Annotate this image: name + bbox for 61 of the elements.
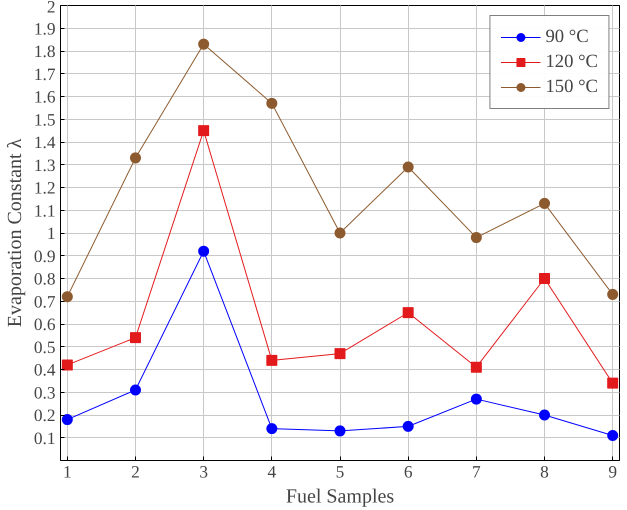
- point: [198, 125, 210, 136]
- point: [402, 307, 414, 318]
- point: [539, 410, 550, 420]
- y-tick-label: 1.9: [34, 19, 56, 38]
- y-tick-label: 0.6: [34, 315, 56, 334]
- y-axis-title: Evaporation Constant λ: [4, 138, 26, 328]
- y-tick-label: 0.7: [34, 292, 56, 312]
- x-tick-label: 3: [199, 462, 208, 482]
- point: [62, 291, 73, 302]
- y-tick-label: 2: [46, 0, 56, 16]
- legend-label: 150 °C: [545, 76, 598, 98]
- point: [334, 425, 346, 436]
- y-tick-label: 1.1: [34, 201, 56, 220]
- y-tick-label: 0.3: [34, 383, 56, 402]
- point: [334, 348, 346, 360]
- y-tick-label: 1.6: [34, 88, 56, 106]
- point: [539, 273, 550, 284]
- x-tick-label: 4: [267, 462, 276, 482]
- point: [198, 38, 210, 50]
- legend-label: 90 °C: [545, 26, 589, 48]
- y-tick-label: 1.4: [34, 133, 56, 152]
- x-tick-label: 8: [540, 462, 549, 482]
- x-tick-label: 5: [336, 462, 344, 482]
- y-tick-label: 1.3: [34, 156, 56, 175]
- point: [607, 378, 618, 389]
- y-tick-label: 0.8: [34, 270, 56, 288]
- point: [266, 354, 278, 366]
- point: [402, 420, 414, 432]
- point: [607, 288, 618, 300]
- legend-label: 120 °C: [545, 51, 598, 73]
- y-tick-label: 0.1: [34, 428, 56, 448]
- y-tick-label: 1.5: [34, 110, 56, 130]
- point: [539, 198, 550, 209]
- point: [198, 246, 210, 257]
- x-tick-label: 6: [404, 462, 413, 482]
- y-tick-label: 1.7: [34, 64, 56, 84]
- y-tick-label: 1.8: [34, 42, 56, 61]
- y-tick-label: 0.2: [34, 406, 56, 425]
- point: [130, 152, 141, 164]
- y-tick-label: 0.4: [34, 360, 56, 380]
- y-tick-label: 1.2: [34, 178, 56, 198]
- point: [62, 359, 73, 370]
- point: [402, 162, 414, 173]
- point: [470, 394, 482, 405]
- point: [130, 384, 141, 396]
- x-tick-label: 2: [131, 462, 140, 482]
- x-tick-label: 7: [472, 462, 482, 482]
- y-tick-label: 0.5: [34, 338, 56, 357]
- point: [607, 430, 618, 441]
- point: [266, 98, 278, 109]
- x-tick-label: 1: [62, 462, 72, 482]
- point: [334, 228, 346, 238]
- point: [130, 332, 141, 344]
- x-axis-title: Fuel Samples: [286, 486, 394, 508]
- y-tick-label: 1: [46, 224, 56, 243]
- point: [266, 423, 278, 434]
- point: [62, 414, 73, 426]
- point: [470, 362, 482, 373]
- x-tick-label: 9: [608, 462, 618, 482]
- point: [470, 232, 482, 244]
- y-tick-label: 0.9: [34, 246, 56, 266]
